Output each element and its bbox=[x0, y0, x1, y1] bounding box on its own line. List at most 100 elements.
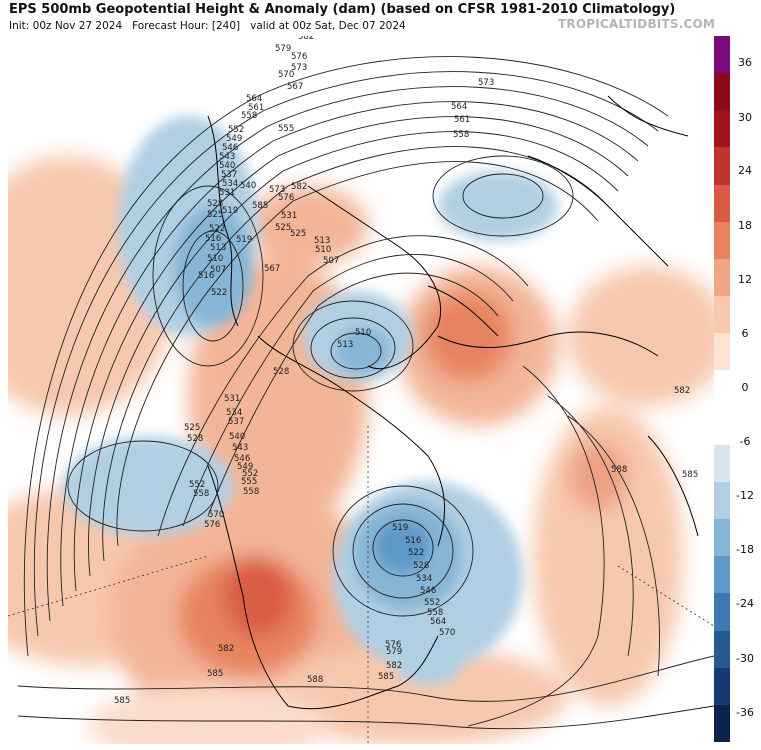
contour-label: 528 bbox=[413, 561, 429, 571]
contour-label: 552 bbox=[424, 598, 440, 608]
colorbar-label: 18 bbox=[738, 219, 752, 232]
colorbar-segment bbox=[714, 481, 730, 520]
contour-label: 582 bbox=[291, 182, 307, 192]
contour-label: 552 bbox=[189, 480, 205, 490]
colorbar-label: 30 bbox=[738, 111, 752, 124]
contour-label: 558 bbox=[453, 130, 469, 140]
contour-labels: 5885855825795765735705675645615585555525… bbox=[114, 36, 698, 706]
colorbar-label: 0 bbox=[741, 381, 749, 394]
init-time: Init: 00z Nov 27 2024 bbox=[9, 20, 123, 32]
contour-label: 528 bbox=[273, 367, 289, 377]
map-panel: 5885855825795765735705675645615585555525… bbox=[8, 36, 714, 744]
contour-label: 585 bbox=[252, 201, 268, 211]
contour-label: 558 bbox=[241, 111, 257, 121]
contour-label: 573 bbox=[478, 78, 494, 88]
colorbar-label: -18 bbox=[736, 543, 754, 556]
map-title: EPS 500mb Geopotential Height & Anomaly … bbox=[9, 2, 676, 17]
contour-label: 510 bbox=[355, 328, 371, 338]
colorbar-label: 6 bbox=[741, 327, 749, 340]
contour-label: 522 bbox=[408, 548, 424, 558]
contour-label: 540 bbox=[219, 161, 235, 171]
contour-label: 528 bbox=[207, 199, 223, 209]
contour-label: 573 bbox=[291, 63, 307, 73]
contour-label: 567 bbox=[264, 264, 280, 274]
contour-label: 573 bbox=[269, 185, 285, 195]
contour-label: 534 bbox=[416, 574, 432, 584]
colorbar-segment bbox=[714, 184, 730, 223]
contour-label: 585 bbox=[114, 696, 130, 706]
contour-label: 540 bbox=[240, 181, 256, 191]
colorbar-segment bbox=[714, 667, 730, 706]
contour-label: 537 bbox=[221, 170, 237, 180]
contour-label: 528 bbox=[187, 434, 203, 444]
contour-label: 576 bbox=[385, 640, 401, 650]
contour-label: 519 bbox=[236, 235, 252, 245]
positive-anomaly-shading bbox=[8, 156, 714, 744]
contour-label: 588 bbox=[307, 675, 323, 685]
contour-label: 546 bbox=[420, 586, 436, 596]
contour-label: 555 bbox=[241, 477, 257, 487]
contour-label: 582 bbox=[218, 644, 234, 654]
contour-label: 570 bbox=[208, 510, 224, 520]
map-subtitle: Init: 00z Nov 27 2024 Forecast Hour: [24… bbox=[9, 20, 406, 32]
contour-label: 564 bbox=[451, 102, 467, 112]
contour-label: 534 bbox=[226, 408, 242, 418]
colorbar-label: -24 bbox=[736, 597, 754, 610]
contour-label: 552 bbox=[228, 125, 244, 135]
contour-label: 576 bbox=[278, 193, 294, 203]
contour-label: 519 bbox=[392, 523, 408, 533]
contour-label: 585 bbox=[378, 672, 394, 682]
contour-label: 549 bbox=[226, 134, 242, 144]
contour-label: 582 bbox=[674, 386, 690, 396]
contour-label: 507 bbox=[210, 265, 226, 275]
contour-label: 561 bbox=[248, 103, 264, 113]
contour-label: 531 bbox=[219, 188, 235, 198]
contour-label: 585 bbox=[207, 669, 223, 679]
colorbar-segment bbox=[714, 296, 730, 334]
colorbar-label: -6 bbox=[739, 435, 751, 448]
colorbar-segment bbox=[714, 258, 730, 297]
contour-label: 531 bbox=[281, 211, 297, 221]
contour-label: 519 bbox=[222, 206, 238, 216]
colorbar-segment bbox=[714, 110, 730, 148]
colorbar-segment bbox=[714, 593, 730, 632]
contour-label: 513 bbox=[337, 340, 353, 350]
colorbar-segment bbox=[714, 221, 730, 260]
colorbar-segment bbox=[714, 704, 730, 743]
valid-time: valid at 00z Sat, Dec 07 2024 bbox=[250, 20, 406, 32]
contour-label: 543 bbox=[219, 152, 235, 162]
contour-label: 525 bbox=[184, 423, 200, 433]
contour-label: 570 bbox=[439, 628, 455, 638]
colorbar-segment bbox=[714, 407, 730, 446]
contour-label: 531 bbox=[224, 394, 240, 404]
height-contours bbox=[17, 56, 714, 730]
contour-label: 561 bbox=[454, 115, 470, 125]
colorbar-segment bbox=[714, 333, 730, 371]
contour-label: 516 bbox=[405, 536, 421, 546]
contour-label: 540 bbox=[229, 432, 245, 442]
contour-label: 525 bbox=[275, 223, 291, 233]
contour-label: 513 bbox=[314, 236, 330, 246]
contour-label: 516 bbox=[205, 234, 221, 244]
contour-label: 558 bbox=[427, 608, 443, 618]
colorbar-segment bbox=[714, 630, 730, 669]
contour-label: 558 bbox=[193, 489, 209, 499]
colorbar-label: 12 bbox=[738, 273, 752, 286]
colorbar-segment bbox=[714, 36, 730, 74]
contour-label: 576 bbox=[291, 52, 307, 62]
contour-label: 579 bbox=[275, 44, 291, 54]
forecast-hour: Forecast Hour: [240] bbox=[132, 20, 241, 32]
contour-label: 582 bbox=[298, 36, 314, 42]
contour-label: 585 bbox=[682, 470, 698, 480]
map-canvas: 5885855825795765735705675645615585555525… bbox=[8, 36, 714, 744]
contour-label: 549 bbox=[237, 462, 253, 472]
contour-label: 546 bbox=[234, 454, 250, 464]
contour-label: 513 bbox=[210, 243, 226, 253]
contour-label: 546 bbox=[222, 143, 238, 153]
contour-label: 525 bbox=[207, 210, 223, 220]
contour-label: 582 bbox=[386, 661, 402, 671]
contour-label: 525 bbox=[290, 229, 306, 239]
colorbar-segment bbox=[714, 519, 730, 557]
contour-label: 537 bbox=[228, 417, 244, 427]
grid-lines bbox=[8, 426, 714, 744]
